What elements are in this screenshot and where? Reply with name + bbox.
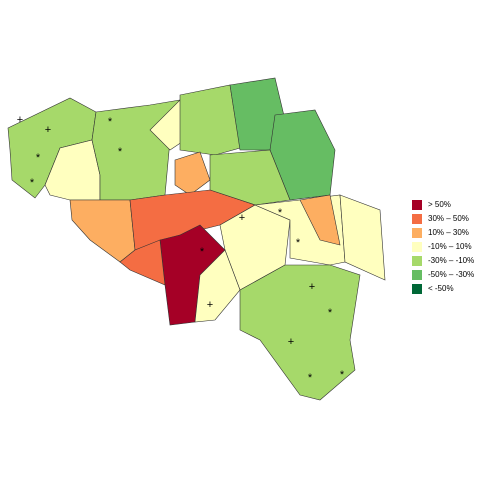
legend-swatch xyxy=(412,200,422,210)
legend-label: 10% – 30% xyxy=(428,228,469,237)
region xyxy=(194,249,241,323)
map-symbol: * xyxy=(308,372,313,384)
legend-label: > 50% xyxy=(428,200,451,209)
map-symbol: + xyxy=(239,212,245,224)
map-symbol: * xyxy=(340,369,345,381)
legend-swatch xyxy=(412,228,422,238)
region xyxy=(239,264,361,401)
map-symbol: * xyxy=(108,116,113,128)
legend-swatch xyxy=(412,256,422,266)
map-symbol: * xyxy=(118,146,123,158)
legend-swatch xyxy=(412,214,422,224)
region xyxy=(299,194,341,246)
region xyxy=(69,199,136,263)
legend-label: < -50% xyxy=(428,284,454,293)
region xyxy=(119,239,166,286)
legend-label: -50% – -30% xyxy=(428,270,474,279)
map-symbol: + xyxy=(17,114,23,126)
legend: > 50% 30% – 50% 10% – 30% -10% – 10% -30% – … xyxy=(412,200,474,294)
map-symbol: * xyxy=(278,207,283,219)
regions xyxy=(7,77,386,401)
map-symbol: * xyxy=(36,152,41,164)
legend-swatch xyxy=(412,270,422,280)
map-symbol: * xyxy=(30,177,35,189)
map-symbol: * xyxy=(328,307,333,319)
legend-label: -10% – 10% xyxy=(428,242,472,251)
region xyxy=(339,194,386,281)
map-symbol: + xyxy=(45,124,51,136)
region xyxy=(179,84,241,156)
map-symbol: + xyxy=(288,336,294,348)
legend-label: 30% – 50% xyxy=(428,214,469,223)
symbols: + + * * * * * + + + + * * * * * xyxy=(17,114,345,384)
legend-swatch xyxy=(412,284,422,294)
map-symbol: * xyxy=(200,246,205,258)
legend-swatch xyxy=(412,242,422,252)
legend-label: -30% – -10% xyxy=(428,256,474,265)
map-symbol: + xyxy=(309,281,315,293)
region xyxy=(174,151,211,196)
map-symbol: + xyxy=(207,299,213,311)
map-symbol: * xyxy=(296,237,301,249)
